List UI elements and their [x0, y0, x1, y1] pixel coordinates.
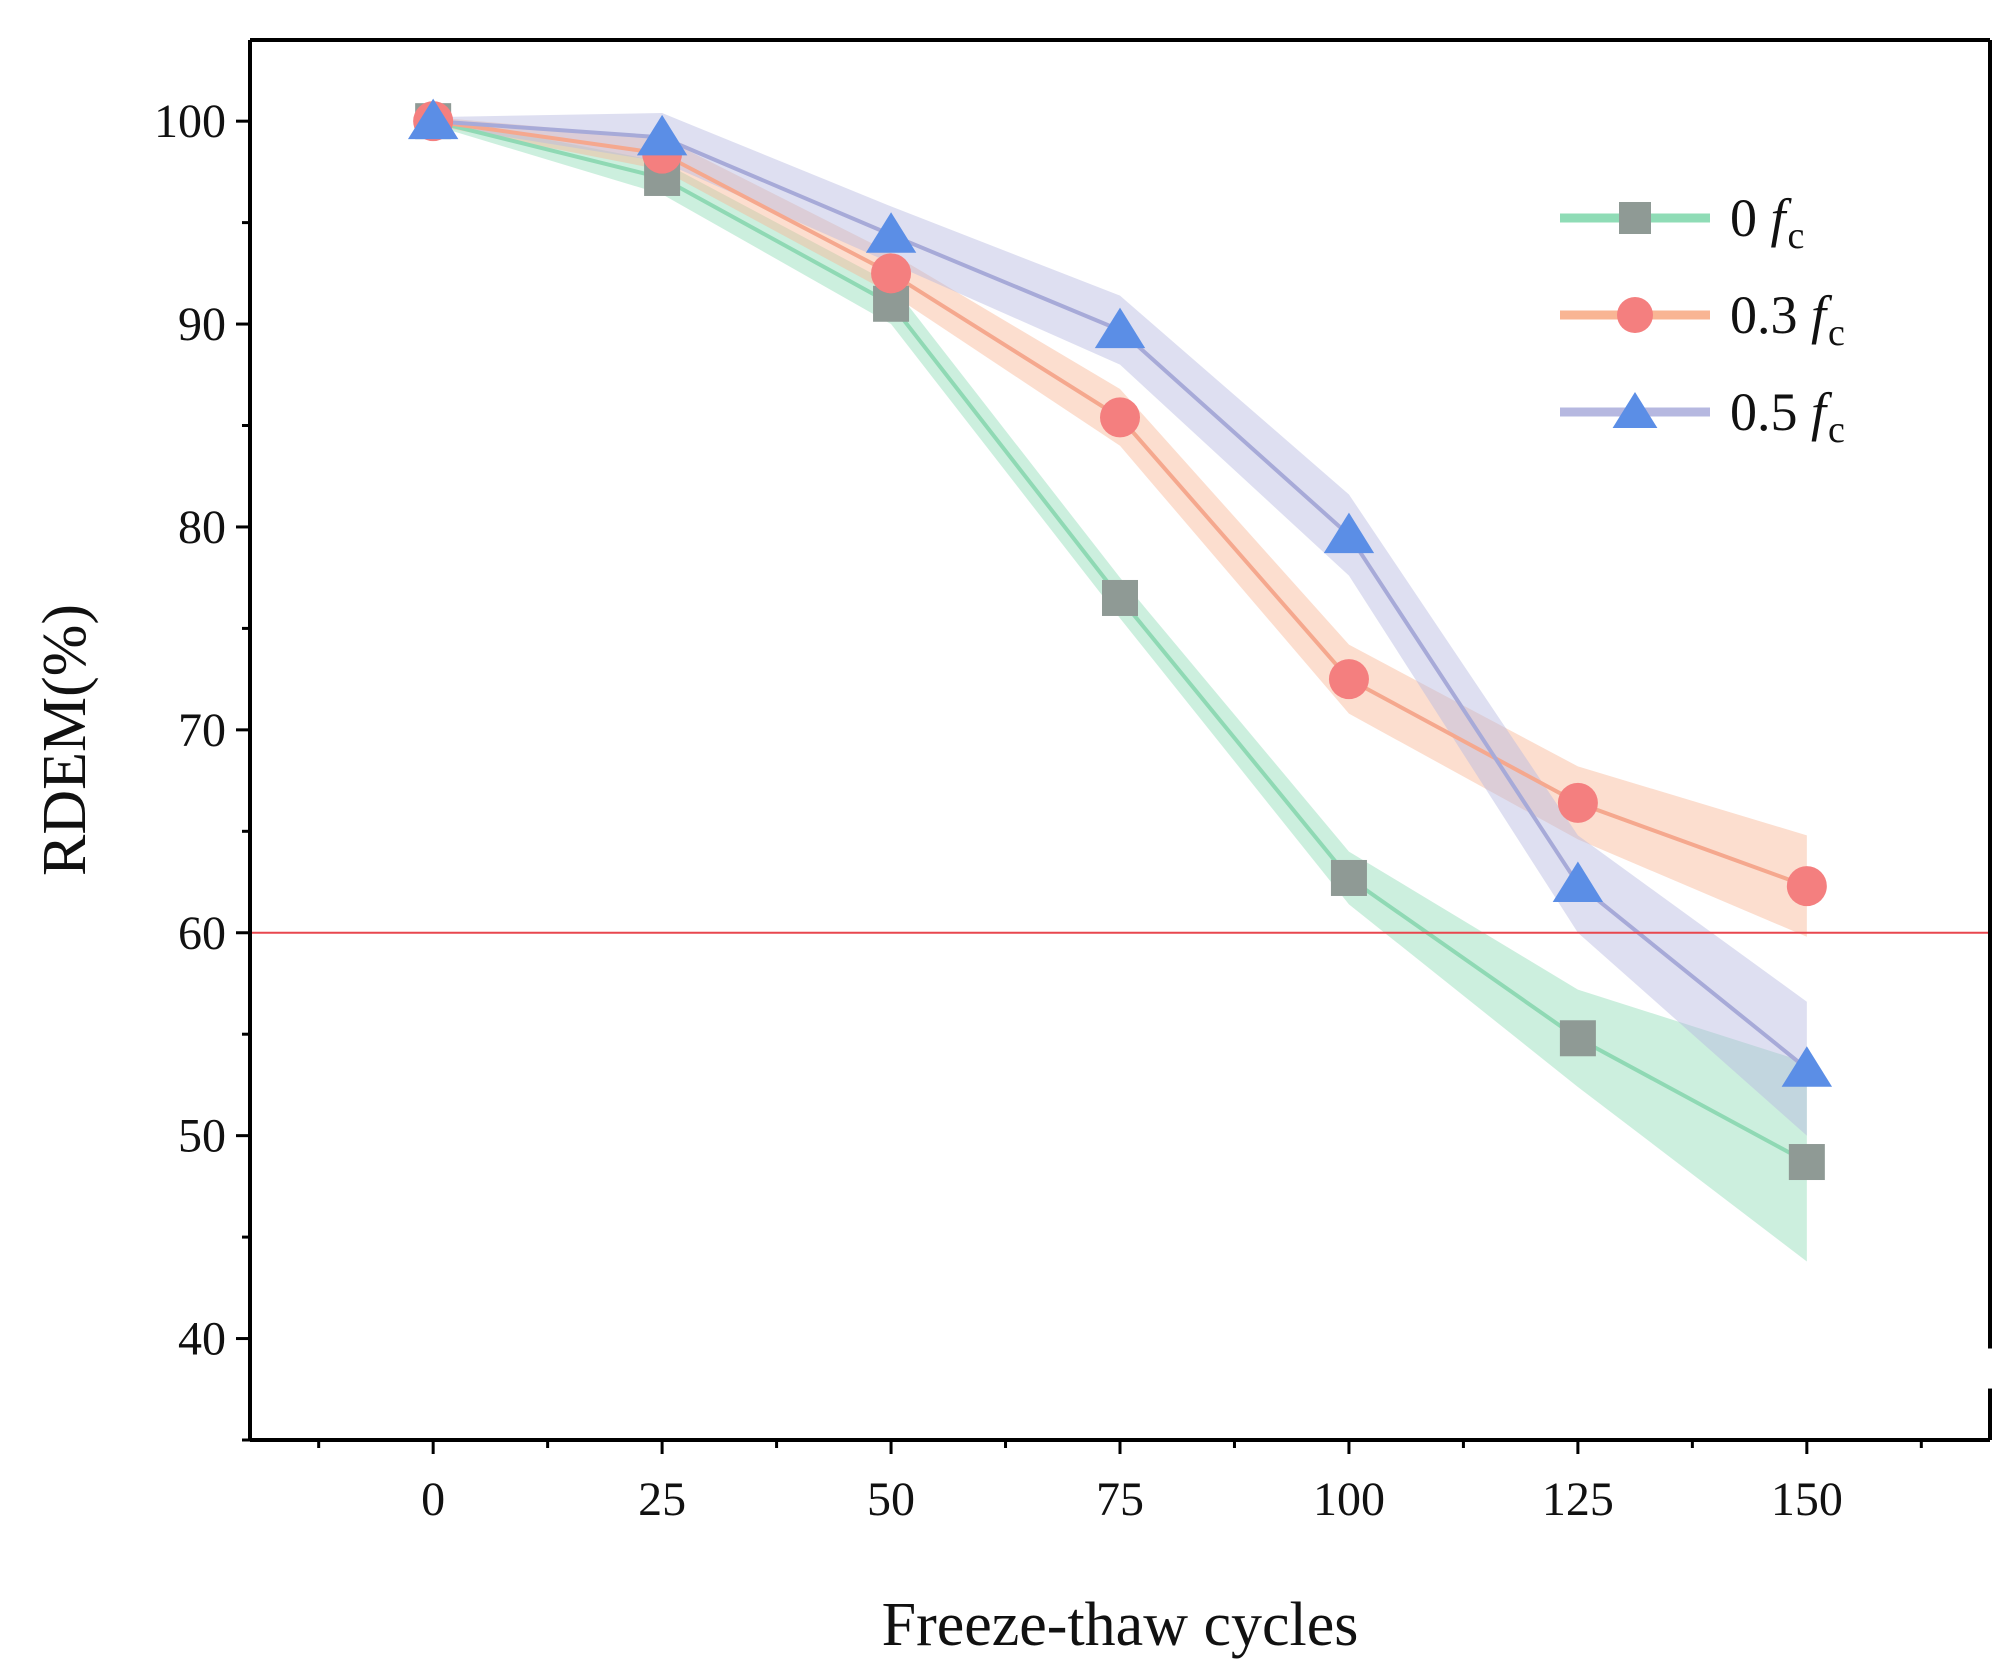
- x-axis-title: Freeze-thaw cycles: [882, 1591, 1359, 1659]
- x-tick-label-75: 75: [1096, 1473, 1144, 1526]
- legend-label-0: 0 fc: [1730, 188, 1804, 257]
- confidence-bands: [433, 113, 1807, 1262]
- line-series-1: [432, 119, 1808, 888]
- marker-series-1-point-2: [871, 253, 912, 294]
- y-tick-label-40: 40: [178, 1313, 226, 1366]
- legend-marker-2: [1612, 392, 1658, 428]
- legend-marker-0: [1619, 202, 1651, 234]
- y-tick-label-90: 90: [178, 298, 226, 351]
- x-tick-label-50: 50: [867, 1473, 915, 1526]
- marker-series-2-point-1: [636, 114, 688, 156]
- marker-series-2-point-2: [865, 212, 917, 253]
- x-tick-label-100: 100: [1313, 1473, 1385, 1526]
- marker-series-0-point-4: [1330, 859, 1367, 896]
- band-series-1: [433, 117, 1807, 937]
- marker-series-0-point-3: [1102, 579, 1138, 616]
- x-tick-label-125: 125: [1542, 1473, 1614, 1526]
- y-tick-label-70: 70: [178, 704, 226, 757]
- y-axis-title: RDEM(%): [31, 604, 99, 876]
- x-tick-label-25: 25: [638, 1473, 686, 1526]
- marker-series-2-point-0: [407, 98, 459, 140]
- marker-series-0-point-6: [1788, 1144, 1825, 1181]
- marker-series-1-point-3: [1100, 397, 1140, 438]
- marker-series-2-point-4: [1323, 512, 1375, 554]
- marker-series-0-point-5: [1559, 1020, 1596, 1057]
- plot-frame: [248, 38, 1992, 1442]
- marker-series-2-point-5: [1552, 861, 1604, 903]
- marker-series-1-point-5: [1557, 782, 1598, 823]
- y-tick-label-100: 100: [154, 95, 226, 148]
- series-markers: [407, 98, 1833, 1181]
- marker-series-1-point-6: [1786, 866, 1827, 907]
- legend-label-2: 0.5 fc: [1730, 382, 1845, 451]
- y-tick-label-80: 80: [178, 501, 226, 554]
- x-tick-label-150: 150: [1771, 1473, 1843, 1526]
- x-tick-label-0: 0: [421, 1473, 445, 1526]
- marker-series-1-point-4: [1328, 659, 1369, 700]
- legend: 0 fc 0.3 fc 0.5 fc: [1560, 188, 1845, 451]
- band-series-2: [433, 113, 1807, 1136]
- legend-marker-1: [1617, 297, 1653, 333]
- marker-series-2-point-6: [1781, 1046, 1833, 1087]
- marker-series-2-point-3: [1094, 307, 1146, 349]
- band-series-0: [433, 117, 1807, 1262]
- axis-ticks: 40 50 60 70 80 90 100 0 25 50 75 100 125 150: [154, 95, 1923, 1526]
- legend-label-1: 0.3 fc: [1730, 285, 1845, 354]
- y-tick-label-50: 50: [178, 1110, 226, 1163]
- y-tick-label-60: 60: [178, 907, 226, 960]
